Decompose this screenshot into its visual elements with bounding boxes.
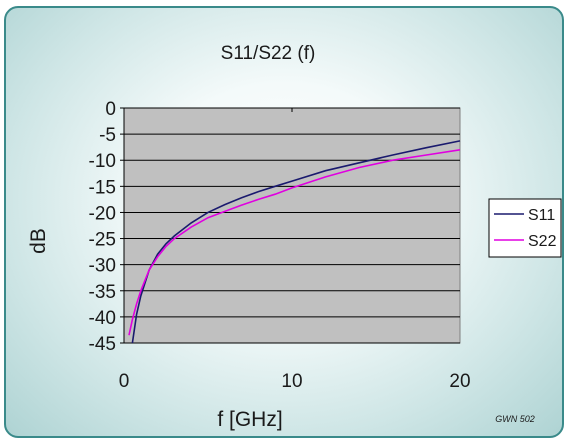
plot-area — [123, 107, 461, 344]
y-tick-label: -30 — [89, 256, 116, 277]
chart-title: S11/S22 (f) — [221, 43, 316, 64]
y-tick-label: -25 — [89, 230, 116, 251]
x-tick-label: 0 — [119, 371, 130, 392]
legend-label-s11: S11 — [528, 207, 555, 224]
y-tick-label: -10 — [89, 151, 116, 172]
y-tick-label: -45 — [89, 334, 116, 355]
x-axis-ticks: 0 10 20 — [119, 371, 471, 392]
gridlines — [123, 107, 460, 344]
legend-label-s22: S22 — [528, 233, 557, 250]
legend-box — [488, 198, 562, 258]
series-lines — [128, 140, 461, 344]
y-tick-label: -5 — [99, 125, 116, 146]
watermark-text: GWN 502 — [495, 414, 535, 424]
series-line-s22 — [128, 149, 461, 336]
y-axis-ticks: 0 -5 -10 -15 -20 -25 -30 -35 -40 -45 — [89, 99, 124, 355]
legend: S11 S22 — [488, 198, 562, 258]
chart-frame: S11/S22 (f) 0 -5 -10 -15 -20 -25 -30 -35 -40 -45 … — [4, 6, 564, 438]
x-axis-label: f [GHz] — [217, 408, 282, 431]
x-tick-label: 20 — [449, 371, 470, 392]
x-tick-label: 10 — [281, 371, 302, 392]
y-axis-label: dB — [27, 228, 50, 254]
y-tick-label: -35 — [89, 282, 116, 303]
y-tick-label: 0 — [105, 99, 116, 120]
chart-svg: S11/S22 (f) 0-5-10-15-20-25-30-35-40-45 … — [27, 43, 562, 431]
y-tick-label: -20 — [89, 203, 116, 224]
y-tick-label: -15 — [89, 177, 116, 198]
y-tick-label: -40 — [89, 308, 116, 329]
